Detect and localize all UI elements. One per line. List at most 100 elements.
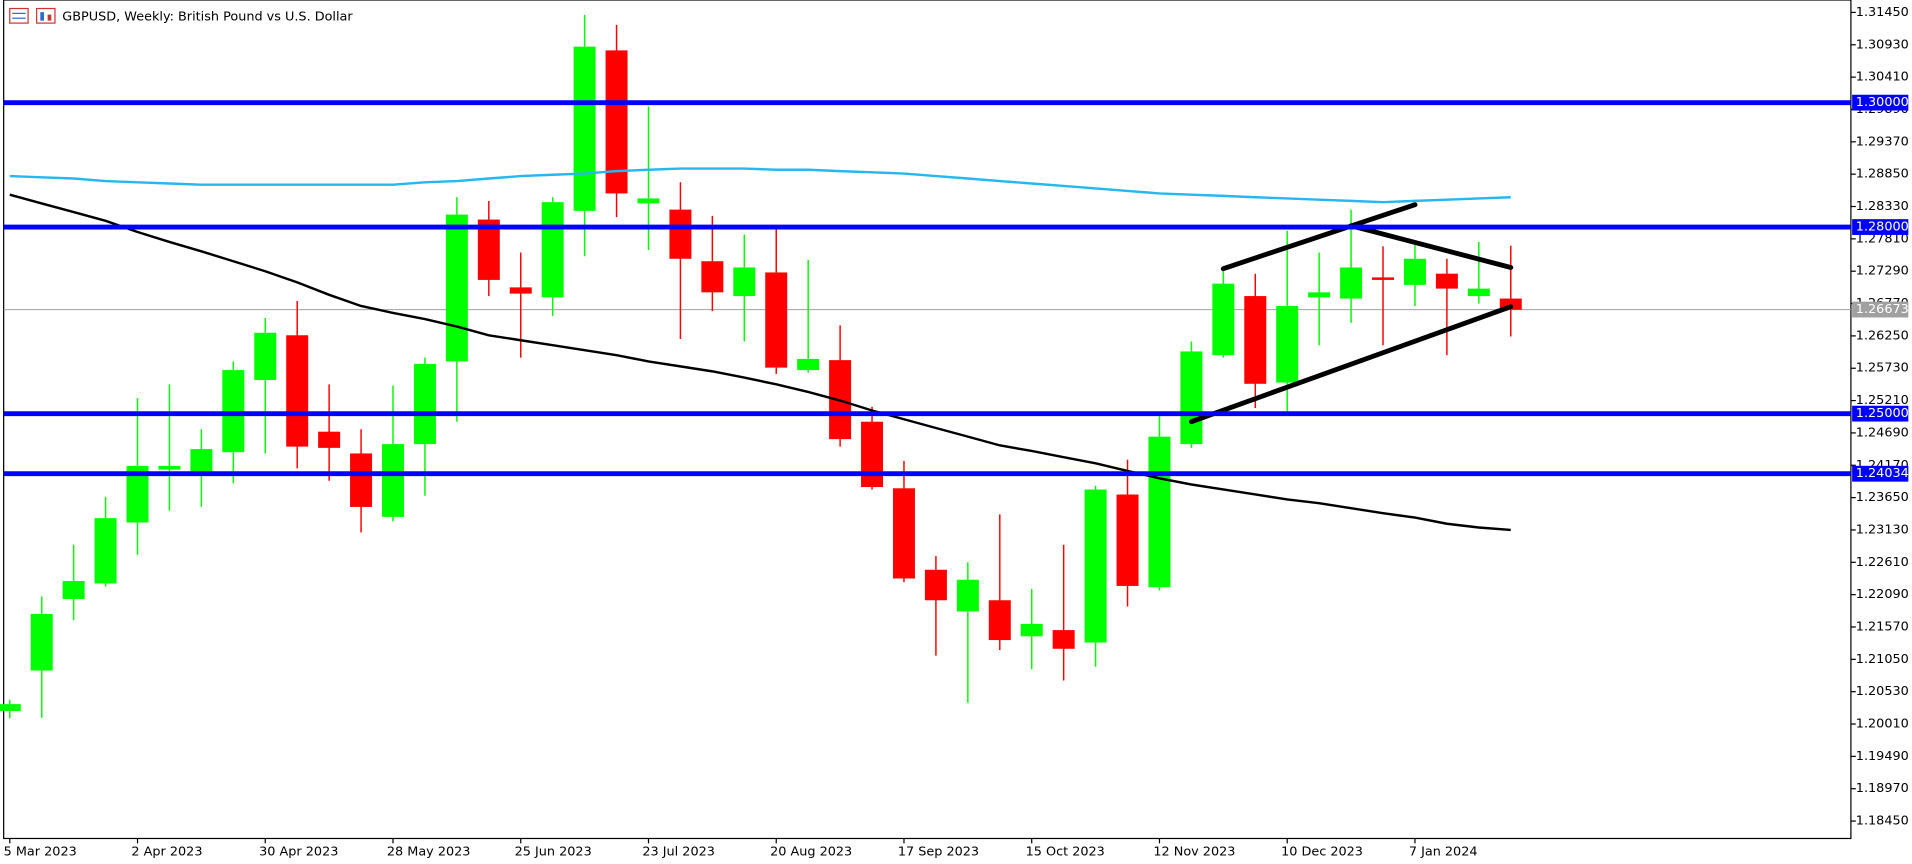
candle-body — [1435, 273, 1458, 289]
y-tick-label: 1.31450 — [1856, 5, 1909, 20]
candle-body — [413, 363, 436, 445]
icon — [9, 7, 29, 24]
candle-body — [956, 579, 979, 612]
y-tick-label: 1.28850 — [1856, 167, 1909, 182]
x-tick-label: 7 Jan 2024 — [1409, 844, 1478, 859]
toolbar-icons — [9, 7, 56, 24]
candle-body — [541, 202, 564, 298]
candle-body — [1052, 630, 1075, 649]
candle-body — [988, 600, 1011, 641]
candle-body — [1212, 283, 1235, 356]
candle-body — [669, 209, 692, 259]
candle-body — [797, 358, 820, 371]
x-tick-label: 15 Oct 2023 — [1026, 844, 1105, 859]
plot-frame — [3, 0, 1852, 840]
candle-body — [1084, 489, 1107, 643]
level-label-box — [1852, 94, 1909, 111]
y-tick-label: 1.26250 — [1856, 328, 1909, 343]
level-label-box — [1852, 465, 1909, 482]
candle-body — [1020, 623, 1043, 637]
x-tick-label: 17 Sep 2023 — [898, 844, 979, 859]
candle-body — [1148, 436, 1171, 588]
candle-body — [1244, 296, 1267, 384]
y-tick-label: 1.21050 — [1856, 652, 1909, 667]
x-tick-label: 30 Apr 2023 — [259, 844, 338, 859]
price-label-box — [1852, 301, 1909, 318]
candle-body — [222, 370, 245, 453]
x-tick-label: 28 May 2023 — [387, 844, 471, 859]
y-tick-label: 1.30410 — [1856, 70, 1909, 85]
x-tick-label: 12 Nov 2023 — [1153, 844, 1235, 859]
candle-body — [254, 332, 277, 381]
candle-body — [1308, 292, 1331, 298]
y-tick-label: 1.27810 — [1856, 231, 1909, 246]
candle-body — [605, 50, 628, 194]
icon — [36, 7, 56, 24]
candle-body — [509, 287, 532, 294]
candle-body — [1180, 351, 1203, 445]
icon — [40, 12, 44, 21]
y-tick-label: 1.24690 — [1856, 425, 1909, 440]
y-tick-label: 1.25210 — [1856, 393, 1909, 408]
level-label: 1.25000 — [1856, 406, 1909, 421]
x-tick-label: 5 Mar 2023 — [4, 844, 77, 859]
candle-body — [1372, 277, 1395, 280]
candle-body — [924, 569, 947, 601]
icon — [47, 14, 52, 21]
candle-body — [1276, 306, 1299, 383]
candle-body — [158, 465, 181, 470]
candle-body — [94, 518, 117, 584]
y-tick-label: 1.21570 — [1856, 620, 1909, 635]
level-label: 1.28000 — [1856, 220, 1909, 235]
trendline — [1348, 223, 1514, 270]
y-tick-label: 1.22610 — [1856, 555, 1909, 570]
candle-body — [477, 219, 500, 280]
candle-body — [1467, 288, 1490, 297]
candle-body — [573, 46, 596, 211]
candle-body — [445, 214, 468, 362]
candle-body — [701, 261, 724, 293]
candle-body — [382, 444, 405, 517]
candle-body — [765, 272, 788, 368]
trendline — [1220, 202, 1418, 272]
y-tick-label: 1.30930 — [1856, 37, 1909, 52]
y-tick-label: 1.25730 — [1856, 361, 1909, 376]
candle-body — [1116, 494, 1139, 586]
x-tick-label: 2 Apr 2023 — [131, 844, 202, 859]
candle-body — [30, 613, 53, 671]
chart-title: GBPUSD, Weekly: British Pound vs U.S. Do… — [62, 10, 353, 25]
x-tick-label: 20 Aug 2023 — [770, 844, 852, 859]
y-tick-label: 1.18450 — [1856, 814, 1909, 829]
candle-body — [733, 267, 756, 297]
y-tick-label: 1.27290 — [1856, 264, 1909, 279]
candle-body — [861, 421, 884, 488]
moving-average — [9, 167, 1511, 204]
y-tick-label: 1.20530 — [1856, 684, 1909, 699]
moving-average — [9, 193, 1511, 532]
y-tick-label: 1.18970 — [1856, 781, 1909, 796]
candle-body — [190, 449, 213, 473]
y-tick-label: 1.29370 — [1856, 134, 1909, 149]
candle-body — [1340, 267, 1363, 299]
y-tick-label: 1.19490 — [1856, 749, 1909, 764]
trendline — [1188, 304, 1514, 425]
candle-body — [318, 431, 341, 448]
candle-body — [62, 580, 85, 600]
candle-body — [126, 465, 149, 523]
y-tick-label: 1.22090 — [1856, 587, 1909, 602]
y-tick-label: 1.20010 — [1856, 717, 1909, 732]
candle-body — [1499, 298, 1522, 310]
price-label: 1.26673 — [1856, 302, 1909, 317]
y-tick-label: 1.23130 — [1856, 522, 1909, 537]
level-label: 1.24034 — [1856, 466, 1909, 481]
level-label: 1.30000 — [1856, 95, 1909, 110]
x-tick-label: 10 Dec 2023 — [1281, 844, 1363, 859]
candle-body — [286, 335, 309, 447]
x-tick-label: 25 Jun 2023 — [515, 844, 592, 859]
candle-body — [0, 704, 21, 711]
candle-body — [637, 198, 660, 204]
candle-body — [350, 453, 373, 507]
y-tick-label: 1.23650 — [1856, 490, 1909, 505]
candle-body — [1403, 258, 1426, 285]
